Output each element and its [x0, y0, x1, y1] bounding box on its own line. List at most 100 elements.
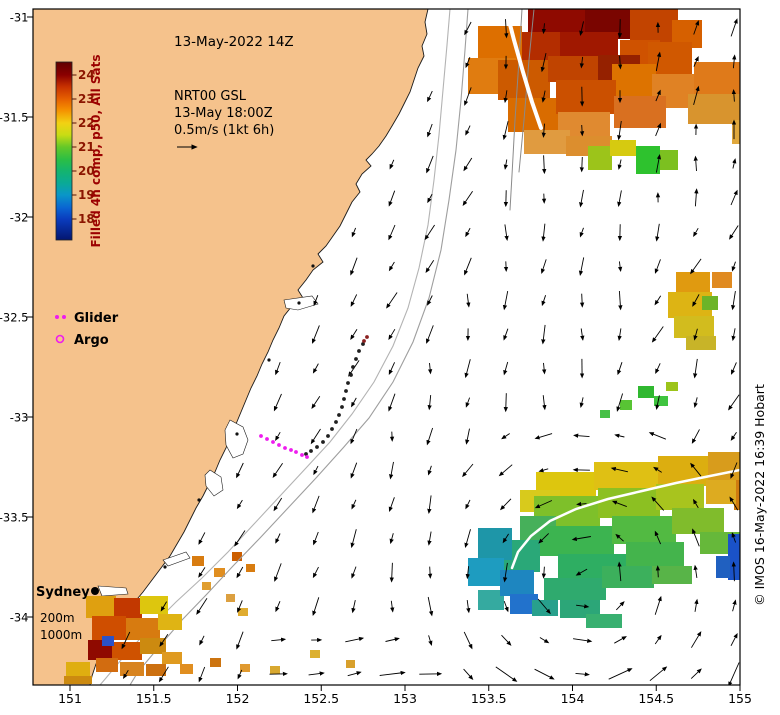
- depth-1000m-label: 1000m: [40, 628, 82, 642]
- sst-pixel: [594, 462, 660, 490]
- x-axis-label-7: 154.5: [638, 691, 674, 706]
- glider-track-dot: [346, 381, 350, 385]
- current-vector: [582, 157, 583, 171]
- island-dot: [311, 264, 314, 267]
- sst-pixel: [716, 556, 730, 578]
- sst-pixel: [712, 272, 732, 288]
- current-vector: [582, 294, 583, 307]
- sst-pixel: [612, 64, 656, 98]
- y-axis-label-3: -32.5: [0, 311, 29, 325]
- glider-legend-dot-icon: [62, 315, 66, 319]
- glider-track-dot-magenta: [265, 437, 269, 441]
- current-vector: [658, 567, 659, 578]
- city-label: Sydney: [36, 585, 90, 600]
- argo-legend-label: Argo: [74, 333, 109, 348]
- sst-pixel: [114, 598, 142, 618]
- sst-pixel: [638, 386, 654, 398]
- sst-pixel: [112, 642, 142, 660]
- glider-track-dot: [342, 397, 346, 401]
- y-axis-label-5: -33.5: [0, 511, 29, 525]
- y-axis-label-6: -34: [10, 611, 29, 625]
- glider-track-dot-magenta: [289, 448, 293, 452]
- sst-pixel: [702, 296, 718, 310]
- glider-track-dot: [326, 434, 330, 438]
- sydney-marker: [91, 587, 99, 595]
- glider-track-dot: [309, 449, 313, 453]
- y-axis-label-2: -32: [10, 211, 29, 225]
- glider-track-dot-magenta: [277, 443, 281, 447]
- sst-pixel: [614, 96, 666, 128]
- credit-text: © IMOS 16-May-2022 16:39 Hobart: [752, 384, 767, 606]
- glider-track-dot: [351, 365, 355, 369]
- sst-pixel: [524, 130, 570, 154]
- sst-pixel: [210, 658, 221, 667]
- vector-scale-label: 0.5m/s (1kt 6h): [174, 123, 274, 138]
- sst-pixel: [102, 636, 114, 646]
- sst-pixel: [270, 666, 280, 674]
- y-axis-label-1: -31.5: [0, 111, 29, 125]
- glider-track-dot: [344, 389, 348, 393]
- sst-pixel: [626, 542, 684, 568]
- sst-pixel: [654, 396, 668, 406]
- current-vector: [430, 567, 431, 578]
- sst-pixel: [610, 140, 636, 156]
- sst-pixel: [544, 578, 606, 600]
- colorbar-title: Filled 4h comp, p50, All Sats: [89, 54, 103, 247]
- island-dot: [267, 358, 270, 361]
- x-axis-label-3: 152.5: [303, 691, 339, 706]
- sst-pixel: [202, 582, 211, 590]
- sst-pixel: [598, 488, 660, 518]
- x-axis-label-4: 153: [393, 691, 417, 706]
- island-dot: [235, 432, 238, 435]
- sst-pixel: [246, 564, 255, 572]
- current-vector: [582, 125, 583, 135]
- glider-legend-label: Glider: [74, 311, 119, 326]
- sst-pixel: [232, 552, 242, 561]
- glider-track-dot: [354, 357, 358, 361]
- x-axis-label-8: 155: [728, 691, 752, 706]
- glider-track-dot-magenta: [271, 440, 275, 444]
- x-axis-label-0: 151: [58, 691, 82, 706]
- sst-pixel: [548, 56, 600, 82]
- x-axis-label-6: 154: [561, 691, 585, 706]
- glider-track-dot-red: [365, 335, 369, 339]
- sst-pixel: [672, 508, 724, 534]
- island-dot: [163, 565, 166, 568]
- colorbar-gradient: [56, 62, 72, 240]
- sst-pixel: [64, 676, 92, 684]
- sst-pixel: [620, 400, 632, 410]
- sst-pixel: [588, 146, 612, 170]
- sst-pixel: [532, 600, 558, 616]
- model-name-label: NRT00 GSL: [174, 89, 247, 104]
- island-dot: [197, 498, 200, 501]
- sst-pixel: [602, 566, 654, 588]
- sst-pixel: [694, 62, 746, 96]
- sst-pixel: [146, 664, 166, 676]
- sst-pixel: [630, 9, 678, 43]
- sst-pixel: [226, 594, 235, 602]
- y-axis-label-0: -31: [10, 11, 29, 25]
- sst-pixel: [140, 596, 168, 614]
- glider-track-dot-magenta: [300, 453, 304, 457]
- sst-pixel: [478, 528, 512, 560]
- glider-track-dot: [315, 445, 319, 449]
- sst-pixel: [120, 662, 144, 676]
- y-axis-label-4: -33: [10, 411, 29, 425]
- sst-pixel: [688, 94, 746, 124]
- sst-pixel: [560, 32, 618, 58]
- sst-pixel: [676, 272, 710, 294]
- glider-track-dot: [340, 405, 344, 409]
- sst-pixel: [140, 638, 166, 654]
- sst-pixel: [192, 556, 204, 566]
- glider-track-dot: [357, 349, 361, 353]
- sst-pixel: [238, 608, 248, 616]
- x-axis-label-5: 153.5: [471, 691, 507, 706]
- sst-pixel: [636, 146, 660, 174]
- sst-pixel: [600, 410, 610, 418]
- sst-pixel: [346, 660, 355, 668]
- glider-track-dot-magenta: [283, 446, 287, 450]
- island-dot: [297, 301, 300, 304]
- depth-200m-label: 200m: [40, 611, 75, 625]
